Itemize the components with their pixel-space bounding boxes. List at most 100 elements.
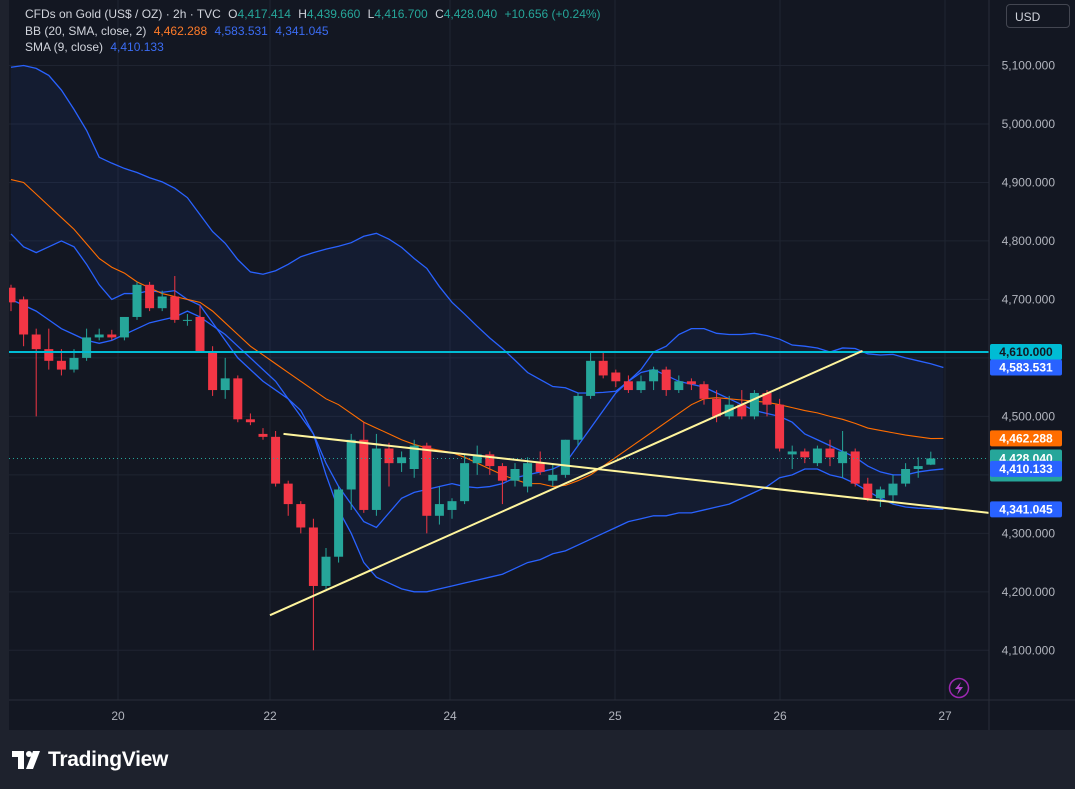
candle-body[interactable] (157, 296, 167, 309)
price-tag-bg (990, 430, 1062, 447)
candle-body[interactable] (460, 463, 470, 502)
candle-body[interactable] (182, 319, 192, 321)
legend-bb-row[interactable]: BB (20, SMA, close, 2) 4,462.288 4,583.5… (25, 23, 601, 40)
candle-body[interactable] (586, 360, 596, 396)
time-axis[interactable]: 20 22 24 25 26 27 (9, 699, 1075, 723)
price-tag-label: 4,341.045 (999, 502, 1053, 516)
candle-body[interactable] (44, 349, 54, 361)
candle-body[interactable] (170, 296, 180, 320)
candles[interactable] (9, 276, 936, 651)
candle-body[interactable] (308, 527, 318, 586)
price-tag-bg (990, 344, 1062, 361)
candle-body[interactable] (145, 284, 155, 309)
brand-footer[interactable]: TradingView (12, 746, 168, 774)
candle-body[interactable] (523, 463, 533, 487)
candle-body[interactable] (812, 448, 822, 464)
candle-body[interactable] (623, 381, 633, 391)
candle-body[interactable] (913, 466, 923, 470)
symbol-title[interactable]: CFDs on Gold (US$ / OZ) · 2h · TVC (25, 7, 221, 21)
candle-body[interactable] (611, 372, 621, 382)
candle-body[interactable] (220, 378, 230, 391)
chart-panel[interactable]: 5,100.000 5,000.000 4,900.000 4,800.000 4,70… (9, 0, 1075, 730)
price-tick-label: 4,500.000 (1002, 409, 1056, 423)
candle-body[interactable] (825, 448, 835, 458)
time-tick-label: 22 (263, 709, 277, 723)
candle-body[interactable] (661, 369, 671, 391)
candle-body[interactable] (535, 463, 545, 472)
currency-button[interactable]: USD (1006, 4, 1070, 28)
candle-body[interactable] (271, 436, 281, 484)
candle-body[interactable] (397, 457, 407, 464)
candle-body[interactable] (296, 504, 306, 528)
bb-upper-line (10, 64, 944, 394)
candle-body[interactable] (712, 398, 722, 417)
candle-body[interactable] (422, 445, 432, 516)
candle-body[interactable] (863, 483, 873, 499)
open-value: 4,417.414 (237, 7, 291, 21)
candle-body[interactable] (19, 299, 29, 335)
candle-body[interactable] (762, 392, 772, 405)
candle-body[interactable] (9, 287, 16, 303)
lightning-icon (955, 682, 963, 695)
candle-body[interactable] (321, 556, 331, 586)
candle-body[interactable] (334, 489, 344, 557)
candle-body[interactable] (283, 483, 293, 505)
candle-body[interactable] (649, 369, 659, 382)
candle-body[interactable] (598, 360, 608, 376)
candle-body[interactable] (132, 284, 142, 317)
candle-body[interactable] (371, 448, 381, 510)
candle-body[interactable] (775, 404, 785, 449)
alert-icon[interactable] (948, 677, 970, 699)
candle-body[interactable] (838, 451, 848, 464)
candle-body[interactable] (233, 378, 243, 420)
candle-body[interactable] (901, 469, 911, 484)
candle-body[interactable] (346, 439, 356, 490)
trendline[interactable] (283, 432, 995, 515)
drawings[interactable] (9, 349, 995, 617)
candle-body[interactable] (409, 445, 419, 470)
candle-body[interactable] (497, 466, 507, 481)
candle-body[interactable] (699, 384, 709, 399)
candle-body[interactable] (447, 501, 457, 510)
candle-body[interactable] (850, 451, 860, 484)
candle-body[interactable] (560, 439, 570, 475)
candle-body[interactable] (94, 334, 104, 338)
candle-body[interactable] (749, 392, 759, 417)
candle-body[interactable] (485, 454, 495, 467)
candle-body[interactable] (573, 395, 583, 440)
candle-body[interactable] (548, 474, 558, 481)
candle-body[interactable] (258, 433, 268, 437)
candle-body[interactable] (82, 337, 92, 358)
trendline[interactable] (269, 349, 863, 617)
candle-body[interactable] (208, 352, 218, 391)
price-chart[interactable]: 5,100.000 5,000.000 4,900.000 4,800.000 4,70… (9, 0, 1075, 730)
candle-body[interactable] (636, 381, 646, 391)
candle-body[interactable] (434, 504, 444, 516)
candle-body[interactable] (800, 451, 810, 458)
candle-body[interactable] (787, 451, 797, 455)
change-value: +10.656 (+0.24%) (504, 7, 601, 21)
candle-body[interactable] (119, 316, 129, 338)
candle-body[interactable] (674, 381, 684, 391)
candle-body[interactable] (686, 381, 696, 385)
candle-body[interactable] (510, 469, 520, 481)
candle-body[interactable] (926, 458, 936, 465)
candle-body[interactable] (359, 439, 369, 510)
candle-body[interactable] (245, 419, 255, 423)
legend-sma-row[interactable]: SMA (9, close) 4,410.133 (25, 39, 601, 56)
candle-body[interactable] (31, 334, 41, 350)
candle-body[interactable] (384, 448, 394, 464)
candle-body[interactable] (888, 483, 898, 496)
candle-body[interactable] (107, 334, 117, 338)
low-label: L (367, 7, 375, 21)
candle-body[interactable] (195, 316, 205, 353)
price-tags: 4,610.0004,583.5314,462.2884,428.04001:2… (990, 344, 1062, 518)
price-tick-label: 4,700.000 (1002, 292, 1056, 306)
candle-body[interactable] (737, 404, 747, 417)
candle-body[interactable] (69, 357, 79, 370)
candle-body[interactable] (56, 360, 66, 370)
bollinger-band-fill (11, 65, 944, 592)
price-tick-label: 5,100.000 (1002, 58, 1056, 72)
candle-body[interactable] (875, 489, 885, 499)
chart-legend: CFDs on Gold (US$ / OZ) · 2h · TVC O4,41… (25, 6, 601, 56)
